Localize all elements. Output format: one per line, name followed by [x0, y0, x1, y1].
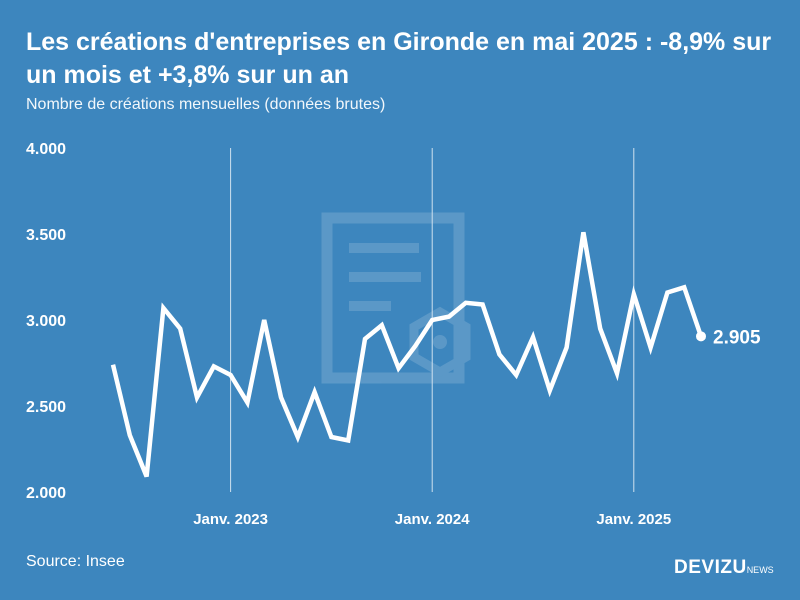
y-tick-label: 2.000: [26, 485, 66, 502]
y-tick-label: 3.500: [26, 227, 66, 244]
series-line: [110, 231, 704, 478]
x-tick-label: Janv. 2023: [193, 511, 268, 528]
x-axis: Janv. 2023 Janv. 2024 Janv. 2025: [193, 511, 671, 528]
x-tick-label: Janv. 2025: [596, 511, 671, 528]
last-point-marker: [696, 331, 706, 342]
source-note: Source: Insee: [26, 553, 125, 570]
brand-name: DEVIZU: [674, 557, 747, 578]
x-tick-label: Janv. 2024: [395, 511, 470, 528]
y-tick-label: 3.000: [26, 313, 66, 330]
y-tick-label: 2.500: [26, 399, 66, 416]
brand-logo: DEVIZUNEWS: [674, 557, 774, 581]
document-gear-icon: [321, 212, 471, 384]
series-group: 2.905: [110, 231, 761, 478]
y-axis: 4.000 3.500 3.000 2.500 2.000: [26, 141, 66, 502]
chart-title: Les créations d'entreprises en Gironde e…: [26, 28, 772, 89]
last-value-label: 2.905: [713, 327, 761, 348]
chart-subtitle: Nombre de créations mensuelles (données …: [26, 96, 386, 113]
brand-suffix: NEWS: [746, 565, 774, 575]
y-tick-label: 4.000: [26, 141, 66, 158]
